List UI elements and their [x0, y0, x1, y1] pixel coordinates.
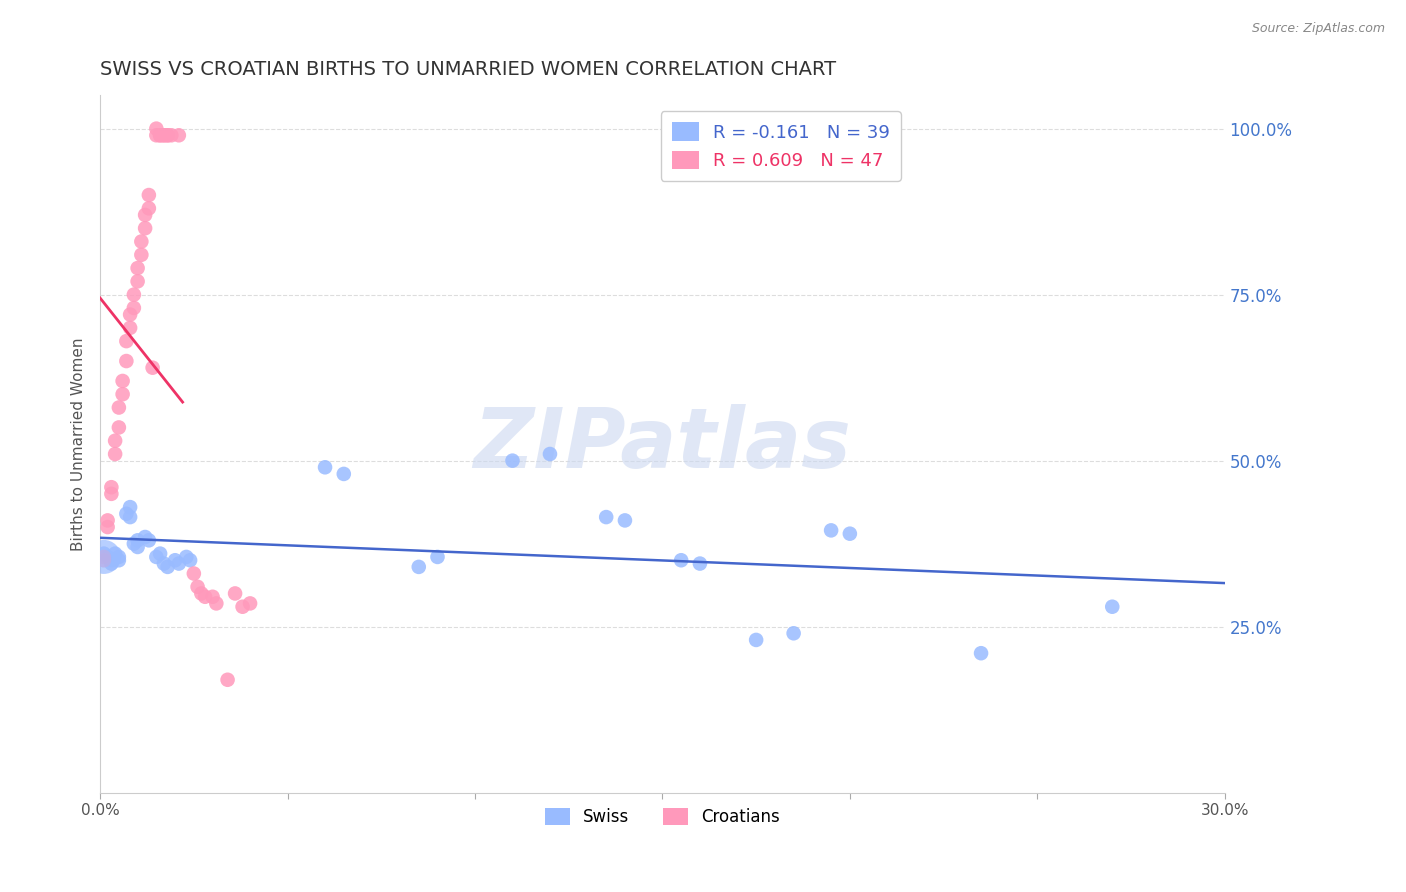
Point — [167, 557, 190, 571]
Point — [93, 549, 115, 564]
Point — [165, 553, 187, 567]
Point — [232, 599, 254, 614]
Point — [138, 188, 160, 202]
Point — [179, 553, 201, 567]
Point — [104, 447, 127, 461]
Point — [142, 360, 165, 375]
Point — [745, 632, 768, 647]
Point — [160, 128, 183, 143]
Point — [134, 208, 156, 222]
Text: SWISS VS CROATIAN BIRTHS TO UNMARRIED WOMEN CORRELATION CHART: SWISS VS CROATIAN BIRTHS TO UNMARRIED WO… — [100, 60, 837, 78]
Point — [138, 202, 160, 216]
Point — [115, 334, 138, 348]
Point — [205, 596, 228, 610]
Point — [167, 128, 190, 143]
Point — [131, 235, 153, 249]
Point — [93, 547, 115, 561]
Point — [122, 301, 145, 315]
Point — [782, 626, 804, 640]
Point — [156, 128, 179, 143]
Point — [408, 560, 430, 574]
Point — [108, 420, 131, 434]
Point — [187, 580, 209, 594]
Point — [314, 460, 336, 475]
Point — [134, 530, 156, 544]
Point — [100, 480, 122, 494]
Point — [134, 221, 156, 235]
Y-axis label: Births to Unmarried Women: Births to Unmarried Women — [72, 337, 86, 550]
Point — [127, 261, 149, 276]
Point — [120, 321, 142, 335]
Point — [224, 586, 246, 600]
Point — [838, 526, 860, 541]
Point — [538, 447, 561, 461]
Point — [1101, 599, 1123, 614]
Point — [239, 596, 262, 610]
Point — [217, 673, 239, 687]
Point — [115, 354, 138, 368]
Point — [131, 248, 153, 262]
Point — [970, 646, 993, 660]
Point — [156, 128, 179, 143]
Point — [153, 557, 176, 571]
Point — [613, 513, 636, 527]
Point — [333, 467, 356, 481]
Point — [138, 533, 160, 548]
Point — [176, 549, 198, 564]
Point — [93, 553, 115, 567]
Point — [156, 560, 179, 574]
Point — [190, 586, 212, 600]
Point — [820, 524, 842, 538]
Text: ZIPatlas: ZIPatlas — [474, 403, 852, 484]
Point — [120, 500, 142, 515]
Point — [100, 557, 122, 571]
Legend: Swiss, Croatians: Swiss, Croatians — [538, 802, 786, 833]
Point — [120, 510, 142, 524]
Point — [111, 387, 134, 401]
Point — [127, 533, 149, 548]
Point — [127, 274, 149, 288]
Point — [115, 507, 138, 521]
Point — [201, 590, 224, 604]
Point — [108, 401, 131, 415]
Point — [145, 128, 167, 143]
Point — [194, 590, 217, 604]
Point — [426, 549, 449, 564]
Point — [122, 536, 145, 550]
Text: Source: ZipAtlas.com: Source: ZipAtlas.com — [1251, 22, 1385, 36]
Point — [104, 434, 127, 448]
Point — [108, 553, 131, 567]
Point — [153, 128, 176, 143]
Point — [100, 487, 122, 501]
Point — [149, 128, 172, 143]
Point — [669, 553, 692, 567]
Point — [127, 540, 149, 554]
Point — [183, 566, 205, 581]
Point — [97, 549, 120, 564]
Point — [145, 121, 167, 136]
Point — [145, 549, 167, 564]
Point — [122, 287, 145, 301]
Point — [104, 547, 127, 561]
Point — [120, 308, 142, 322]
Point — [97, 520, 120, 534]
Point — [100, 553, 122, 567]
Point — [149, 128, 172, 143]
Point — [111, 374, 134, 388]
Point — [97, 513, 120, 527]
Point — [93, 549, 115, 564]
Point — [149, 547, 172, 561]
Point — [108, 549, 131, 564]
Point — [501, 453, 523, 467]
Point — [153, 128, 176, 143]
Point — [595, 510, 617, 524]
Point — [689, 557, 711, 571]
